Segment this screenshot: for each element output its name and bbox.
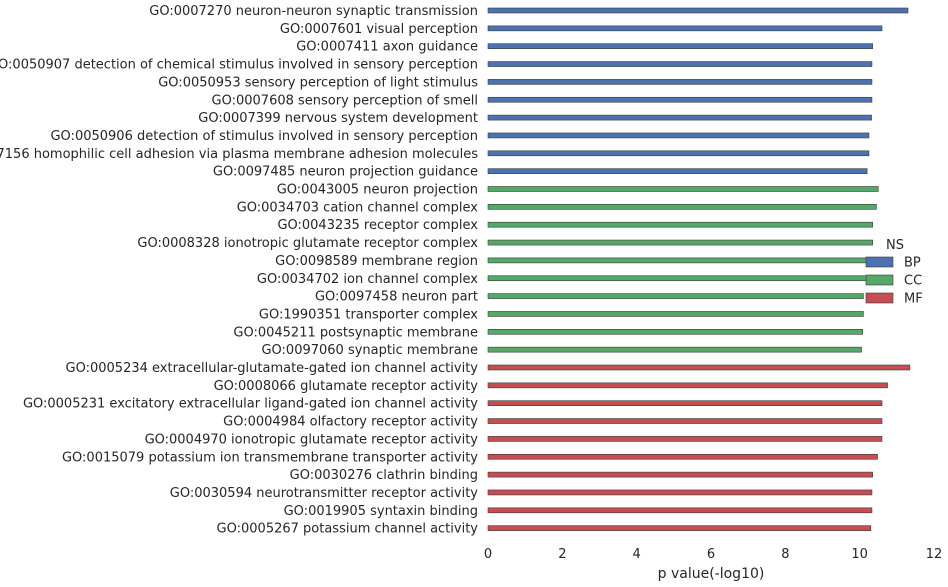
bar-cc: [487, 186, 879, 192]
category-label: GO:0015079 potassium ion transmembrane t…: [62, 450, 478, 465]
bar-mf: [487, 489, 873, 496]
category-label: GO:0007156 homophilic cell adhesion via …: [0, 147, 478, 162]
category-label: GO:1990351 transporter complex: [259, 307, 478, 322]
category-label: GO:0050907 detection of chemical stimulu…: [0, 58, 478, 73]
category-label: GO:0043005 neuron projection: [277, 183, 478, 198]
category-label: GO:0030276 clathrin binding: [290, 468, 478, 483]
category-label: GO:0007270 neuron-neuron synaptic transm…: [149, 4, 478, 19]
bar-mf: [487, 418, 883, 424]
legend-swatch-bp: [865, 256, 894, 268]
category-label: GO:0043235 receptor complex: [277, 218, 478, 233]
category-label: GO:0097485 neuron projection guidance: [213, 165, 478, 180]
legend-swatch-mf: [865, 292, 894, 304]
legend-label-mf: MF: [904, 292, 923, 307]
bar-mf: [487, 453, 878, 460]
bar-bp: [487, 150, 870, 157]
category-label: GO:0008328 ionotropic glutamate receptor…: [137, 236, 478, 251]
category-label: GO:0007601 visual perception: [280, 22, 478, 37]
category-label: GO:0004984 olfactory receptor activity: [223, 415, 478, 430]
bar-mf: [487, 382, 888, 389]
x-tick-label: 8: [781, 547, 789, 562]
category-label: GO:0050953 sensory perception of light s…: [158, 75, 478, 90]
bar-bp: [487, 114, 872, 121]
bar-cc: [487, 275, 868, 282]
category-label: GO:0097060 synaptic membrane: [261, 343, 478, 358]
x-tick-label: 0: [484, 547, 492, 562]
category-label: GO:0005234 extracellular-glutamate-gated…: [66, 361, 479, 376]
x-tick-label: 2: [558, 547, 566, 562]
bar-cc: [487, 257, 868, 264]
category-label: GO:0008066 glutamate receptor activity: [214, 379, 479, 394]
bar-bp: [487, 96, 873, 103]
x-axis-label: p value(-log10): [658, 566, 765, 582]
category-label: GO:0019905 syntaxin binding: [284, 504, 478, 519]
bar-bp: [487, 43, 873, 50]
category-labels: GO:0007270 neuron-neuron synaptic transm…: [0, 4, 478, 537]
bar-cc: [487, 311, 864, 317]
bar-mf: [487, 400, 883, 407]
bar-bp: [487, 25, 883, 32]
category-label: GO:0034702 ion channel complex: [257, 272, 478, 287]
bar-mf: [487, 436, 883, 442]
category-label: GO:0034703 cation channel complex: [237, 200, 479, 215]
bar-cc: [487, 328, 863, 335]
category-label: GO:0045211 postsynaptic membrane: [233, 325, 478, 340]
legend-swatch-cc: [865, 274, 894, 286]
category-label: GO:0007399 nervous system development: [198, 111, 478, 126]
category-label: GO:0097458 neuron part: [315, 290, 478, 305]
bar-cc: [487, 221, 873, 228]
x-tick-label: 10: [851, 547, 868, 562]
bar-bp: [487, 168, 868, 174]
bar-mf: [487, 507, 873, 514]
bar-cc: [487, 346, 862, 353]
bar-bp: [487, 7, 909, 14]
bar-mf: [487, 471, 873, 478]
category-label: GO:0007411 axon guidance: [296, 40, 478, 55]
bar-bp: [487, 79, 873, 85]
bar-cc: [487, 204, 877, 210]
legend-label-cc: CC: [904, 274, 922, 289]
category-label: GO:0050906 detection of stimulus involve…: [50, 129, 478, 144]
category-label: GO:0030594 neurotransmitter receptor act…: [170, 486, 479, 501]
bar-mf: [487, 364, 911, 371]
bar-mf: [487, 525, 872, 531]
bar-bp: [487, 132, 870, 139]
category-label: GO:0004970 ionotropic glutamate receptor…: [145, 432, 479, 447]
bar-bp: [487, 61, 873, 67]
bar-cc: [487, 239, 873, 246]
x-tick-label: 4: [633, 547, 641, 562]
x-axis: 0 2 4 6 8 10 12: [484, 547, 942, 562]
legend-label-bp: BP: [904, 256, 921, 271]
category-label: GO:0098589 membrane region: [275, 254, 478, 269]
category-label: GO:0005231 excitatory extracellular liga…: [23, 397, 478, 412]
category-label: GO:0005267 potassium channel activity: [217, 522, 479, 537]
category-label: GO:0007608 sensory perception of smell: [212, 93, 478, 108]
bar-cc: [487, 293, 864, 299]
bars-layer: [487, 7, 911, 531]
x-tick-label: 6: [707, 547, 715, 562]
legend-title: NS: [886, 238, 904, 253]
x-tick-label: 12: [926, 547, 943, 562]
